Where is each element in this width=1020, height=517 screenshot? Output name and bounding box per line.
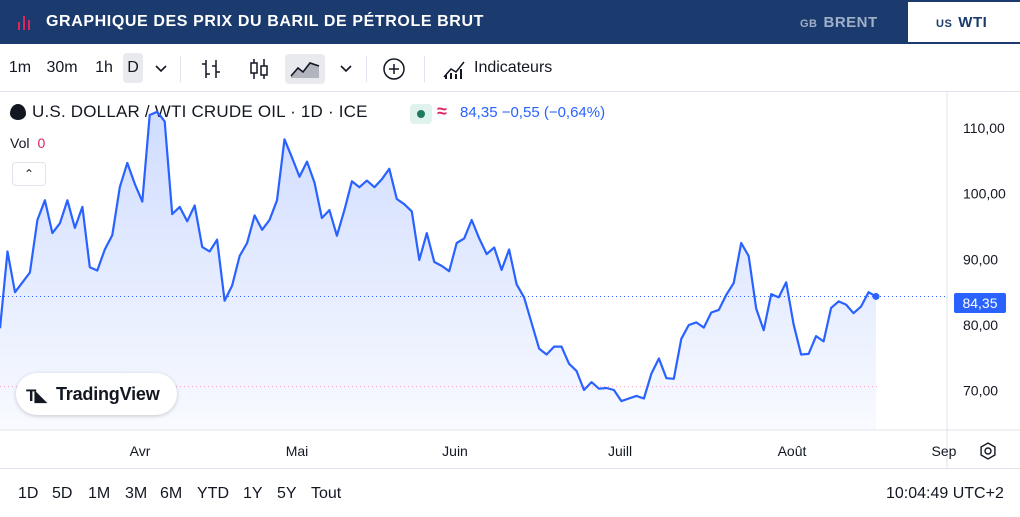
- bars-chart-icon: [17, 14, 33, 30]
- tab-brent[interactable]: GB BRENT: [800, 0, 878, 44]
- price-series-line: [0, 110, 877, 403]
- tab-brent-label: BRENT: [823, 14, 878, 31]
- candles-icon[interactable]: [244, 54, 274, 84]
- x-tick-label: Juin: [442, 443, 468, 459]
- tab-brent-country: GB: [800, 18, 818, 30]
- data-delay-icon[interactable]: ≈: [437, 101, 447, 121]
- bar-style-icon[interactable]: [196, 54, 226, 84]
- range-all[interactable]: Tout: [311, 485, 342, 502]
- range-1d[interactable]: 1D: [18, 485, 39, 502]
- range-5y[interactable]: 5Y: [277, 485, 297, 502]
- interval-1m[interactable]: 1m: [8, 59, 32, 76]
- volume-value: 0: [37, 135, 46, 151]
- volume-label: Vol: [10, 135, 30, 151]
- range-3m[interactable]: 3M: [125, 485, 148, 502]
- plus-circle-icon[interactable]: [379, 54, 409, 84]
- toolbar-divider: [366, 56, 367, 82]
- indicators-button[interactable]: Indicateurs: [474, 59, 553, 76]
- last-price-point: [872, 292, 880, 300]
- market-status-badge[interactable]: [410, 104, 432, 124]
- symbol-title[interactable]: U.S. DOLLAR / WTI CRUDE OIL · 1D · ICE: [32, 102, 368, 121]
- toolbar-divider: [180, 56, 181, 82]
- indicators-icon[interactable]: [439, 54, 469, 84]
- page-title: GRAPHIQUE DES PRIX DU BARIL DE PÉTROLE B…: [46, 13, 484, 30]
- range-6m[interactable]: 6M: [160, 485, 183, 502]
- price-area-fill: [0, 111, 876, 430]
- area-chart-icon[interactable]: [285, 54, 325, 84]
- x-tick-label: Sep: [932, 443, 957, 459]
- interval-1h[interactable]: 1h: [95, 59, 113, 76]
- chevron-down-icon[interactable]: [146, 54, 176, 84]
- interval-d[interactable]: D: [123, 53, 143, 83]
- page-header: GRAPHIQUE DES PRIX DU BARIL DE PÉTROLE B…: [0, 0, 1020, 44]
- y-tick-label: 80,00: [963, 317, 998, 333]
- range-1y[interactable]: 1Y: [243, 485, 263, 502]
- y-tick-label: 100,00: [963, 186, 1006, 202]
- collapse-legend-button[interactable]: ⌃: [12, 162, 46, 186]
- volume-legend: Vol 0: [10, 135, 45, 151]
- gear-icon[interactable]: [978, 441, 998, 461]
- x-tick-label: Mai: [286, 443, 309, 459]
- tradingview-name: TradingView: [56, 384, 160, 404]
- tab-wti-label: WTI: [958, 14, 988, 31]
- tradingview-logo-icon: T◣: [26, 386, 48, 405]
- y-tick-label: 90,00: [963, 251, 998, 267]
- range-5d[interactable]: 5D: [52, 485, 73, 502]
- x-tick-label: Juill: [608, 443, 632, 459]
- interval-30m[interactable]: 30m: [46, 59, 78, 76]
- clock: 10:04:49 UTC+2: [886, 485, 1004, 502]
- y-tick-label: 110,00: [963, 120, 1005, 136]
- chart-toolbar: 1m 30m 1h D Indicateurs: [0, 44, 1020, 92]
- range-ytd[interactable]: YTD: [197, 485, 229, 502]
- tradingview-watermark[interactable]: T◣ TradingView: [16, 373, 177, 415]
- toolbar-divider: [424, 56, 425, 82]
- date-range-bar: 1D 5D 1M 3M 6M YTD 1Y 5Y Tout 10:04:49 U…: [0, 468, 1020, 517]
- chevron-down-icon[interactable]: [331, 54, 361, 84]
- y-tick-label: 70,00: [963, 383, 998, 399]
- tab-wti[interactable]: US WTI: [908, 2, 1020, 42]
- range-1m[interactable]: 1M: [88, 485, 111, 502]
- last-price-tag: 84,35: [954, 293, 1006, 313]
- drop-icon: [10, 104, 26, 120]
- x-tick-label: Août: [778, 443, 807, 459]
- price-change-readout: 84,35 −0,55 (−0,64%): [460, 104, 606, 121]
- price-chart[interactable]: 110,00 100,00 90,00 80,00 70,00 Avr Mai Juin Ju…: [0, 92, 1020, 468]
- tab-wti-country: US: [936, 18, 953, 30]
- x-tick-label: Avr: [130, 443, 151, 459]
